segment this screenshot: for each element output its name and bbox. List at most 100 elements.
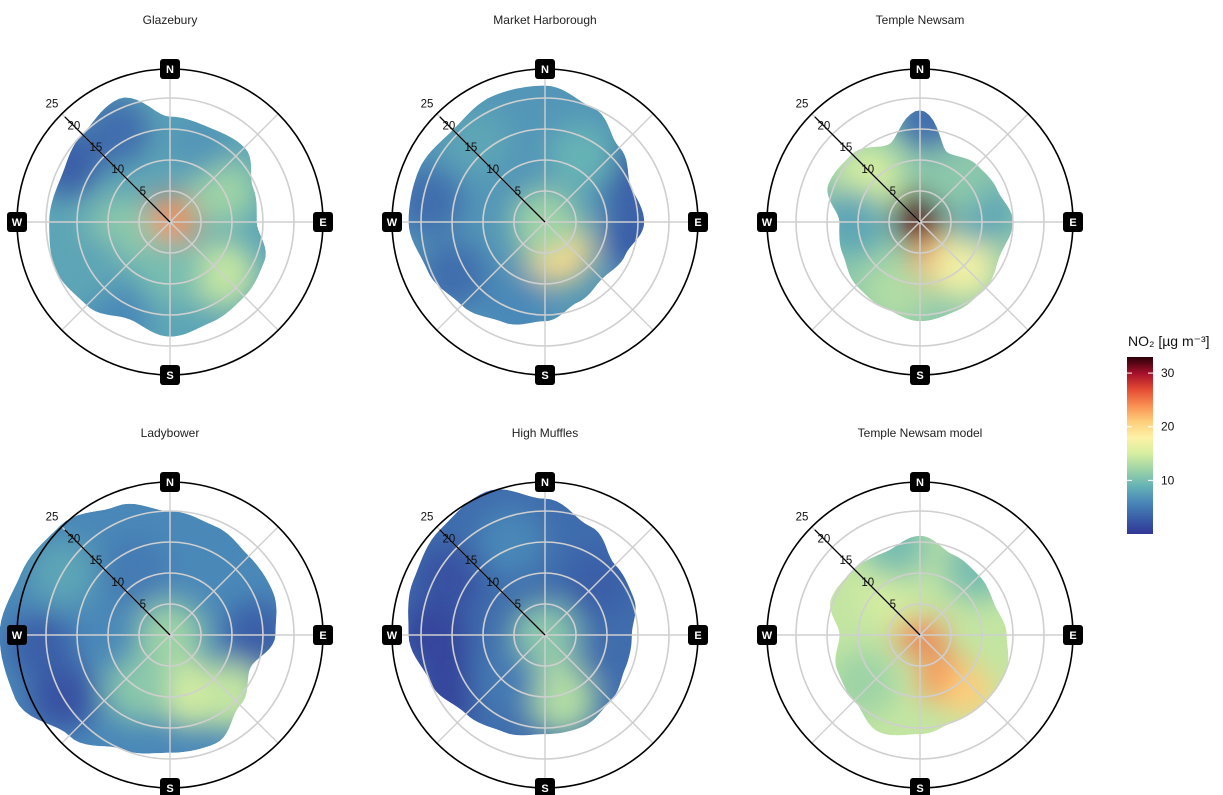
direction-label-s: S [160,365,180,385]
direction-label-n: N [910,472,930,492]
grid-spoke [919,113,1029,223]
radial-tick-label: 15 [464,555,477,567]
svg-text:E: E [694,630,701,642]
radial-tick-label: 10 [111,164,124,176]
colorbar-legend: NO₂ [µg m⁻³] 10 20 30 [1127,333,1210,534]
panel-title: High Muffles [512,426,578,440]
radial-tick-label: 10 [861,164,874,176]
svg-text:S: S [916,370,923,382]
direction-label-e: E [688,625,708,645]
svg-text:W: W [762,217,773,229]
svg-text:N: N [916,477,924,489]
radial-tick-label: 10 [111,577,124,589]
direction-label-s: S [910,778,930,795]
radial-tick-label: 20 [443,533,456,545]
direction-label-n: N [535,472,555,492]
direction-label-e: E [1063,212,1083,232]
direction-label-w: W [382,212,402,232]
surface-hotspot [419,240,488,309]
radial-tick-label: 5 [890,186,896,198]
radial-axis [439,116,546,223]
radial-tick-label: 5 [515,186,521,198]
surface-hotspot [98,536,167,605]
panel-title: Temple Newsam model [858,426,983,440]
surface-hotspot [477,507,546,576]
svg-text:E: E [319,217,326,229]
surface-hotspot [414,545,483,614]
panel-title: Temple Newsam [876,13,965,27]
svg-text:S: S [916,783,923,795]
radial-axis [64,529,171,636]
grid-spoke [169,526,279,636]
direction-label-n: N [160,472,180,492]
svg-text:E: E [694,217,701,229]
direction-label-w: W [7,625,27,645]
direction-label-n: N [535,59,555,79]
legend-colorbar [1127,357,1153,534]
legend-tick-label: 10 [1161,473,1175,487]
surface-hotspot [6,612,75,681]
svg-text:S: S [541,370,548,382]
direction-label-w: W [757,212,777,232]
panel-title: Glazebury [143,13,198,27]
grid-spoke [544,526,654,636]
panel-title: Market Harborough [493,13,596,27]
direction-label-e: E [1063,625,1083,645]
polar-panel: Market Harborough 5 10 15 20 25 N E S W [382,13,708,385]
svg-text:S: S [541,783,548,795]
radial-tick-label: 15 [839,142,852,154]
radial-tick-label: 15 [839,555,852,567]
radial-axis [64,116,171,223]
grid-spoke [169,113,279,223]
polar-panel: Temple Newsam 5 10 15 20 25 N E S W [757,13,1083,385]
radial-tick-label: 25 [796,98,809,110]
svg-text:N: N [166,477,174,489]
direction-label-s: S [160,778,180,795]
radial-tick-label: 25 [46,98,59,110]
radial-tick-label: 15 [464,142,477,154]
direction-label-w: W [382,625,402,645]
radial-tick-label: 10 [486,164,499,176]
radial-tick-label: 5 [890,599,896,611]
svg-text:S: S [166,783,173,795]
polar-panel: Temple Newsam model 5 10 15 20 25 N E S W [757,426,1083,795]
grid-spoke [919,221,1029,331]
concentration-surface [0,503,277,754]
grid-spoke [811,634,921,744]
radial-axis [814,116,921,223]
direction-label-w: W [757,625,777,645]
radial-tick-label: 25 [46,511,59,523]
svg-text:N: N [166,64,174,76]
svg-text:W: W [387,217,398,229]
radial-tick-label: 10 [861,577,874,589]
radial-tick-label: 20 [68,120,81,132]
grid-spoke [61,221,171,331]
radial-tick-label: 20 [443,120,456,132]
surface-hotspot [895,110,964,152]
direction-label-s: S [535,365,555,385]
svg-text:E: E [1069,630,1076,642]
direction-label-e: E [313,212,333,232]
panel-title: Ladybower [141,426,200,440]
grid-spoke [919,634,1029,744]
grid-spoke [169,634,279,744]
radial-tick-label: 25 [421,98,434,110]
grid-spoke [811,221,921,331]
surface-hotspot [941,535,1009,603]
grid-spoke [61,634,171,744]
grid-spoke [436,221,546,331]
radial-tick-label: 20 [818,120,831,132]
legend-title: NO₂ [µg m⁻³] [1128,333,1210,349]
radial-tick-label: 25 [796,511,809,523]
polar-panel: Glazebury 5 10 15 20 25 N E S W [7,13,333,385]
surface-hotspot [83,97,152,165]
direction-label-e: E [688,212,708,232]
surface-hotspot [443,107,512,176]
concentration-surface [827,110,1013,322]
legend-tick-label: 20 [1161,420,1175,434]
svg-text:W: W [12,630,23,642]
direction-label-n: N [160,59,180,79]
grid-spoke [169,221,279,331]
direction-label-n: N [910,59,930,79]
